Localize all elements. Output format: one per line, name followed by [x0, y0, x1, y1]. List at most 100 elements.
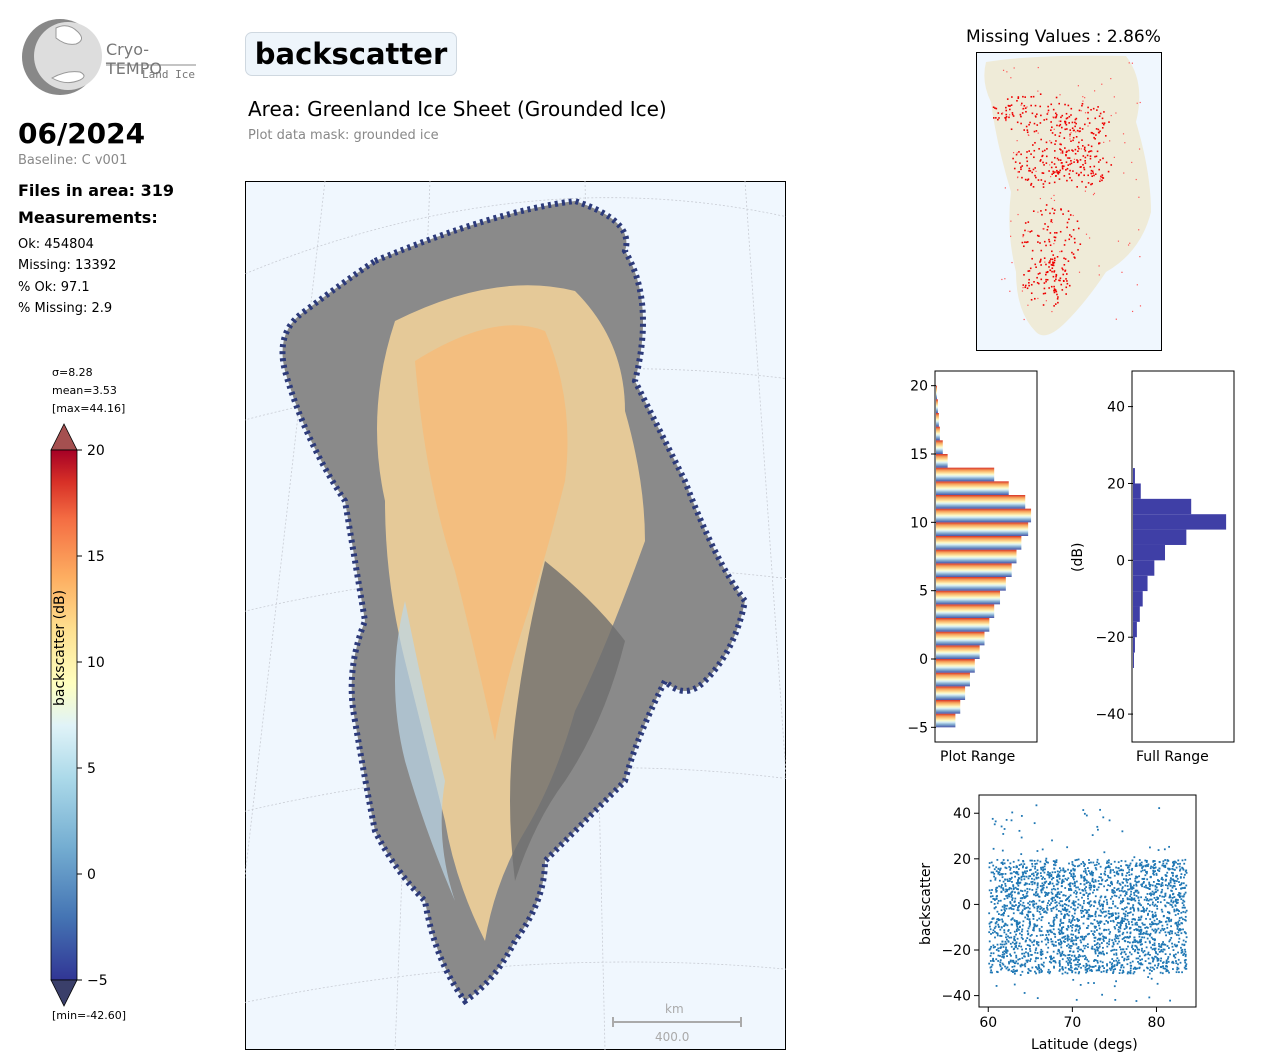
hist-full-range: 40 20 0 −20 −40 Full Range (dB) [1070, 370, 1235, 765]
hist-bar [936, 713, 956, 728]
hist1-xlabel: Plot Range [940, 749, 1015, 765]
hist-bar [1133, 529, 1187, 545]
hist-bar [936, 563, 1012, 577]
missing-map [976, 52, 1162, 351]
hist2-ylabel: (dB) [1070, 543, 1086, 572]
logo-graphic [22, 19, 196, 95]
scatter-ytick-label: 20 [953, 852, 971, 868]
hist-bar [936, 631, 985, 646]
hist-bar [1133, 652, 1134, 668]
hist-bar [1133, 621, 1137, 638]
hist-bar [1133, 560, 1155, 576]
hist2-xlabel: Full Range [1136, 749, 1209, 765]
hist-bar [1133, 544, 1166, 561]
hist-bar [936, 618, 990, 632]
hist-tick-label: −40 [1095, 707, 1125, 723]
area-title: Area: Greenland Ice Sheet (Grounded Ice) [248, 97, 667, 121]
hist-bar [936, 536, 1022, 550]
colorbar-tick-label: 5 [87, 761, 96, 777]
scatter-ylabel: backscatter [918, 863, 934, 945]
colorbar: 20 15 10 5 0 −5 [50, 423, 108, 1007]
hist-tick-label: 5 [919, 584, 928, 600]
hist-bar [1133, 606, 1140, 622]
hist-bar [936, 604, 995, 618]
colorbar-min-arrow [50, 979, 78, 1007]
pct-missing: % Missing: 2.9 [18, 301, 113, 316]
files-count: Files in area: 319 [18, 181, 174, 200]
missing-points [992, 62, 1142, 321]
hist-tick-label: 10 [910, 515, 928, 531]
hist-bar [1133, 483, 1141, 499]
hist-bar [1133, 575, 1148, 592]
page-title: backscatter [245, 32, 457, 76]
scatter-ytick-label: 40 [953, 806, 971, 822]
hist-bar [936, 385, 937, 400]
hist-bar [936, 426, 940, 441]
hist-bar [936, 454, 948, 468]
logo: Cryo-TEMPO Land Ice [18, 16, 203, 100]
hist-bar [1133, 637, 1135, 653]
hist-bar [936, 590, 1001, 605]
baseline: Baseline: C v001 [18, 153, 128, 168]
hist-bar [936, 467, 995, 482]
hist-plot-range: 20 15 10 5 0 −5 Plot Range [907, 370, 1038, 765]
main-map: 80°N75°N75°N70°N70°N65°N65°N60°N60°N km … [245, 181, 786, 1050]
hist-tick-label: −5 [907, 720, 928, 736]
hist-tick-label: 20 [1107, 476, 1125, 492]
hist-bar [1133, 514, 1227, 530]
hist-bar [936, 700, 961, 714]
hist-bar [936, 413, 939, 427]
hist-bar [1133, 591, 1143, 607]
colorbar-mean: mean=3.53 [52, 384, 117, 397]
hist-bar [936, 508, 1032, 523]
scatter-xtick-label: 80 [1148, 1015, 1166, 1031]
colorbar-tick-label: −5 [87, 973, 108, 989]
mask-note: Plot data mask: grounded ice [248, 128, 439, 143]
colorbar-max-arrow [50, 423, 78, 451]
scale-value: 400.0 [655, 1030, 689, 1044]
pct-ok: % Ok: 97.1 [18, 280, 90, 295]
hist-tick-label: 0 [1116, 553, 1125, 569]
scatter-xtick-label: 70 [1063, 1015, 1081, 1031]
missing-count: Missing: 13392 [18, 258, 117, 273]
scatter-plot: 60 70 80 40 20 0 −20 −40 Latitude (degs) backsc… [918, 794, 1197, 1053]
hist-bar [1133, 498, 1192, 515]
hist-bar [936, 659, 975, 673]
hist-bar [936, 645, 980, 659]
missing-map-title: Missing Values : 2.86% [966, 27, 1161, 47]
hist-bar [936, 399, 938, 413]
colorbar-tick-label: 0 [87, 867, 96, 883]
hist-bar [936, 577, 1006, 591]
colorbar-tick-label: 10 [87, 655, 105, 671]
scatter-ytick-label: −40 [941, 989, 971, 1005]
hist-bar [936, 549, 1017, 564]
scatter-xlabel: Latitude (degs) [1031, 1037, 1138, 1053]
colorbar-label: backscatter (dB) [52, 589, 68, 706]
hist-bar [936, 672, 970, 687]
hist-tick-label: 0 [919, 652, 928, 668]
date: 06/2024 [18, 117, 146, 150]
colorbar-tick-label: 15 [87, 549, 105, 565]
hist-tick-label: −20 [1095, 630, 1125, 646]
hist-bar [936, 686, 966, 700]
hist-bar [936, 495, 1026, 509]
ok-count: Ok: 454804 [18, 237, 94, 252]
hist-tick-label: 40 [1107, 400, 1125, 416]
hist-tick-label: 20 [910, 379, 928, 395]
logo-sub: Land Ice [142, 68, 195, 81]
colorbar-max: [max=44.16] [52, 402, 126, 415]
colorbar-sigma: σ=8.28 [52, 366, 93, 379]
measurements-label: Measurements: [18, 208, 158, 227]
logo-name: Cryo-TEMPO [106, 40, 162, 78]
hist-bar [1133, 468, 1135, 484]
colorbar-min: [min=-42.60] [52, 1009, 127, 1022]
scatter-xtick-label: 60 [979, 1015, 997, 1031]
hist-tick-label: 15 [910, 447, 928, 463]
scatter-ytick-label: −20 [941, 943, 971, 959]
hist-bar [936, 522, 1029, 536]
hist-bar [936, 481, 1009, 495]
hist-bar [936, 440, 943, 454]
scatter-ytick-label: 0 [962, 897, 971, 913]
colorbar-tick-label: 20 [87, 443, 105, 459]
scale-unit: km [665, 1002, 684, 1016]
